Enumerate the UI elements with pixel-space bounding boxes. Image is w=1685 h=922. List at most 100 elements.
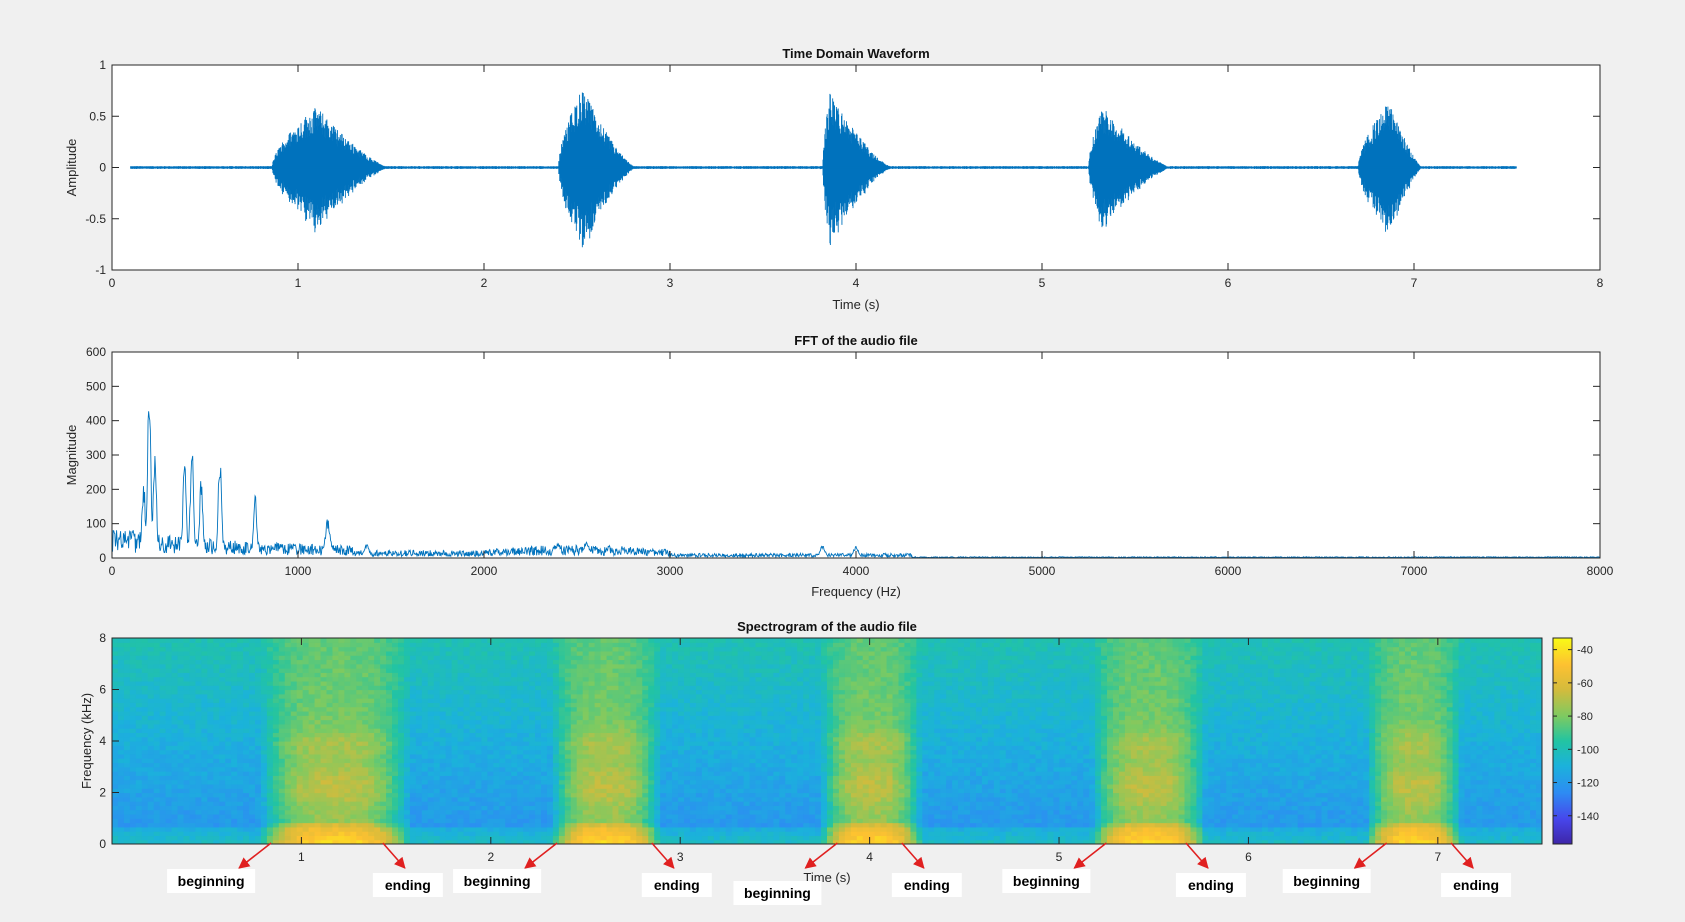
spectrogram-cell <box>171 758 179 764</box>
waveform-x-axis-label: Time (s) <box>832 297 879 312</box>
spectrogram-cell <box>392 659 399 665</box>
spectrogram-cell <box>308 646 316 652</box>
spectrogram-cell <box>141 835 149 841</box>
spectrogram-cell <box>445 710 453 716</box>
spectrogram-cell <box>183 706 191 712</box>
spectrogram-cell <box>713 796 721 802</box>
spectrogram-cell <box>582 771 590 776</box>
spectrogram-cell <box>493 659 500 665</box>
spectrogram-cell <box>421 741 429 746</box>
spectrogram-cell <box>112 758 119 764</box>
spectrogram-cell <box>701 801 709 806</box>
spectrogram-cell <box>135 818 143 824</box>
spectrogram-cell <box>398 638 405 643</box>
spectrogram-cell <box>201 792 208 798</box>
spectrogram-cell <box>243 676 250 682</box>
spectrogram-cell <box>189 813 197 819</box>
spectrogram-cell <box>576 826 584 832</box>
spectrogram-cell <box>672 650 679 656</box>
spectrogram-cell <box>421 831 429 837</box>
spectrogram-cell <box>576 693 584 699</box>
spectrogram-cell <box>427 818 435 824</box>
spectrogram-cell <box>165 762 173 768</box>
spectrogram-cell <box>153 702 161 708</box>
spectrogram-cell <box>165 796 173 802</box>
spectrogram-cell <box>642 753 649 759</box>
spectrogram-cell <box>475 783 483 789</box>
spectrogram-cell <box>320 826 328 832</box>
spectrogram-cell <box>648 805 655 811</box>
spectrogram-cell <box>660 732 667 738</box>
spectrogram-cell <box>463 775 471 781</box>
spectrogram-cell <box>207 788 214 794</box>
spectrogram-cell <box>117 753 125 759</box>
spectrogram-cell <box>648 745 655 751</box>
spectrogram-cell <box>314 771 322 776</box>
spectrogram-cell <box>666 822 673 828</box>
spectrogram-cell <box>237 676 244 682</box>
spectrogram-cell <box>380 813 387 819</box>
spectrogram-cell <box>487 650 494 656</box>
spectrogram-cell <box>481 792 488 798</box>
spectrogram-cell <box>302 796 310 802</box>
spectrogram-cell <box>630 693 637 699</box>
spectrogram-cell <box>630 758 637 764</box>
spectrogram-cell <box>582 766 590 772</box>
spectrogram-cell <box>284 779 292 785</box>
spectrogram-cell <box>475 736 483 742</box>
spectrogram-cell <box>541 813 548 819</box>
spectrogram-cell <box>135 788 143 794</box>
spectrogram-cell <box>678 758 685 764</box>
spectrogram-cell <box>326 835 334 841</box>
spectrogram-cell <box>523 655 530 661</box>
spectrogram-cell <box>362 758 369 764</box>
spectrogram-cell <box>672 672 679 678</box>
spectrogram-cell <box>481 835 488 841</box>
spectrogram-cell <box>266 693 274 699</box>
spectrogram-cell <box>338 775 345 781</box>
spectrogram-cell <box>445 723 453 729</box>
spectrogram-cell <box>296 736 304 742</box>
spectrogram-cell <box>290 719 298 725</box>
spectrogram-cell <box>541 758 548 764</box>
spectrogram-cell <box>618 796 626 802</box>
spectrogram-cell <box>332 783 340 789</box>
spectrogram-cell <box>308 736 316 742</box>
spectrogram-cell <box>713 779 721 785</box>
spectrogram-cell <box>362 659 369 665</box>
spectrogram-cell <box>630 719 637 725</box>
spectrogram-cell <box>392 719 399 725</box>
spectrogram-cell <box>713 809 721 815</box>
spectrogram-cell <box>612 689 620 695</box>
spectrogram-cell <box>326 809 334 815</box>
spectrogram-cell <box>421 710 429 716</box>
spectrogram-cell <box>564 805 572 811</box>
spectrogram-cell <box>654 646 661 652</box>
spectrogram-cell <box>445 719 453 725</box>
spectrogram-cell <box>630 676 637 682</box>
spectrogram-cell <box>189 766 197 772</box>
spectrogram-cell <box>308 792 316 798</box>
spectrogram-cell <box>606 745 614 751</box>
spectrogram-cell <box>630 710 637 716</box>
spectrogram-cell <box>243 698 250 703</box>
spectrogram-cell <box>678 796 685 802</box>
spectrogram-cell <box>630 779 637 785</box>
spectrogram-cell <box>153 668 161 673</box>
spectrogram-cell <box>338 676 345 682</box>
spectrogram-cell <box>517 689 524 695</box>
spectrogram-cell <box>272 745 280 751</box>
spectrogram-cell <box>308 801 316 806</box>
spectrogram-cell <box>630 638 637 643</box>
spectrogram-cell <box>600 753 608 759</box>
spectrogram-cell <box>112 766 119 772</box>
spectrogram-cell <box>338 655 345 661</box>
spectrogram-cell <box>409 706 417 712</box>
spectrogram-cell <box>398 698 405 703</box>
spectrogram-cell <box>398 813 405 819</box>
spectrogram-cell <box>165 680 173 686</box>
spectrogram-cell <box>529 775 536 781</box>
spectrogram-cell <box>177 835 185 841</box>
spectrogram-cell <box>255 719 262 725</box>
spectrogram-cell <box>582 741 590 746</box>
